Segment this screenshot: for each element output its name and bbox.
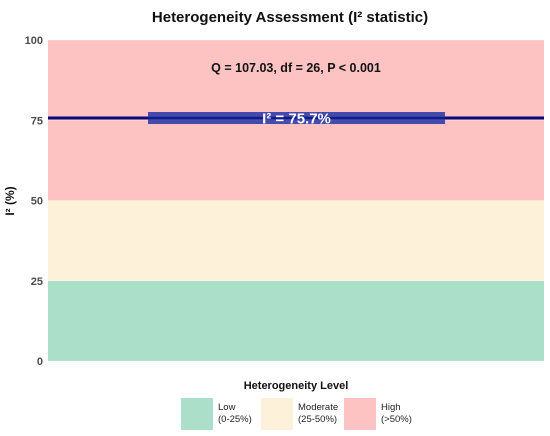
legend-key-moderate (261, 398, 293, 430)
y-tick-label-50: 50 (31, 196, 43, 208)
legend-label-low: Low (218, 402, 236, 413)
legend-range-high: (>50%) (381, 414, 412, 425)
legend-title: Heterogeneity Level (244, 380, 349, 392)
legend-range-low: (0-25%) (218, 414, 252, 425)
y-axis-title: I² (%) (3, 186, 17, 215)
band-low (48, 280, 544, 361)
legend-label-high: High (381, 402, 401, 413)
y-tick-label-25: 25 (31, 276, 43, 288)
y-tick-label-100: 100 (25, 35, 43, 47)
y-ticks-layer: 0 25 50 75 100 (25, 35, 43, 368)
y-tick-label-0: 0 (37, 356, 43, 368)
i2-value-label: I² = 75.7% (262, 111, 331, 128)
legend: Low(0-25%) Moderate(25-50%) High(>50%) (181, 398, 412, 430)
legend-key-low (181, 398, 213, 430)
legend-range-moderate: (25-50%) (298, 414, 337, 425)
legend-key-high (344, 398, 376, 430)
bands-layer (48, 40, 544, 361)
heterogeneity-stats-annotation: Q = 107.03, df = 26, P < 0.001 (211, 61, 381, 75)
band-moderate (48, 200, 544, 281)
legend-label-moderate: Moderate (298, 402, 338, 413)
chart-title: Heterogeneity Assessment (I² statistic) (152, 9, 428, 26)
i2-marker-layer: I² = 75.7% (48, 111, 544, 128)
y-tick-label-75: 75 (31, 115, 43, 127)
